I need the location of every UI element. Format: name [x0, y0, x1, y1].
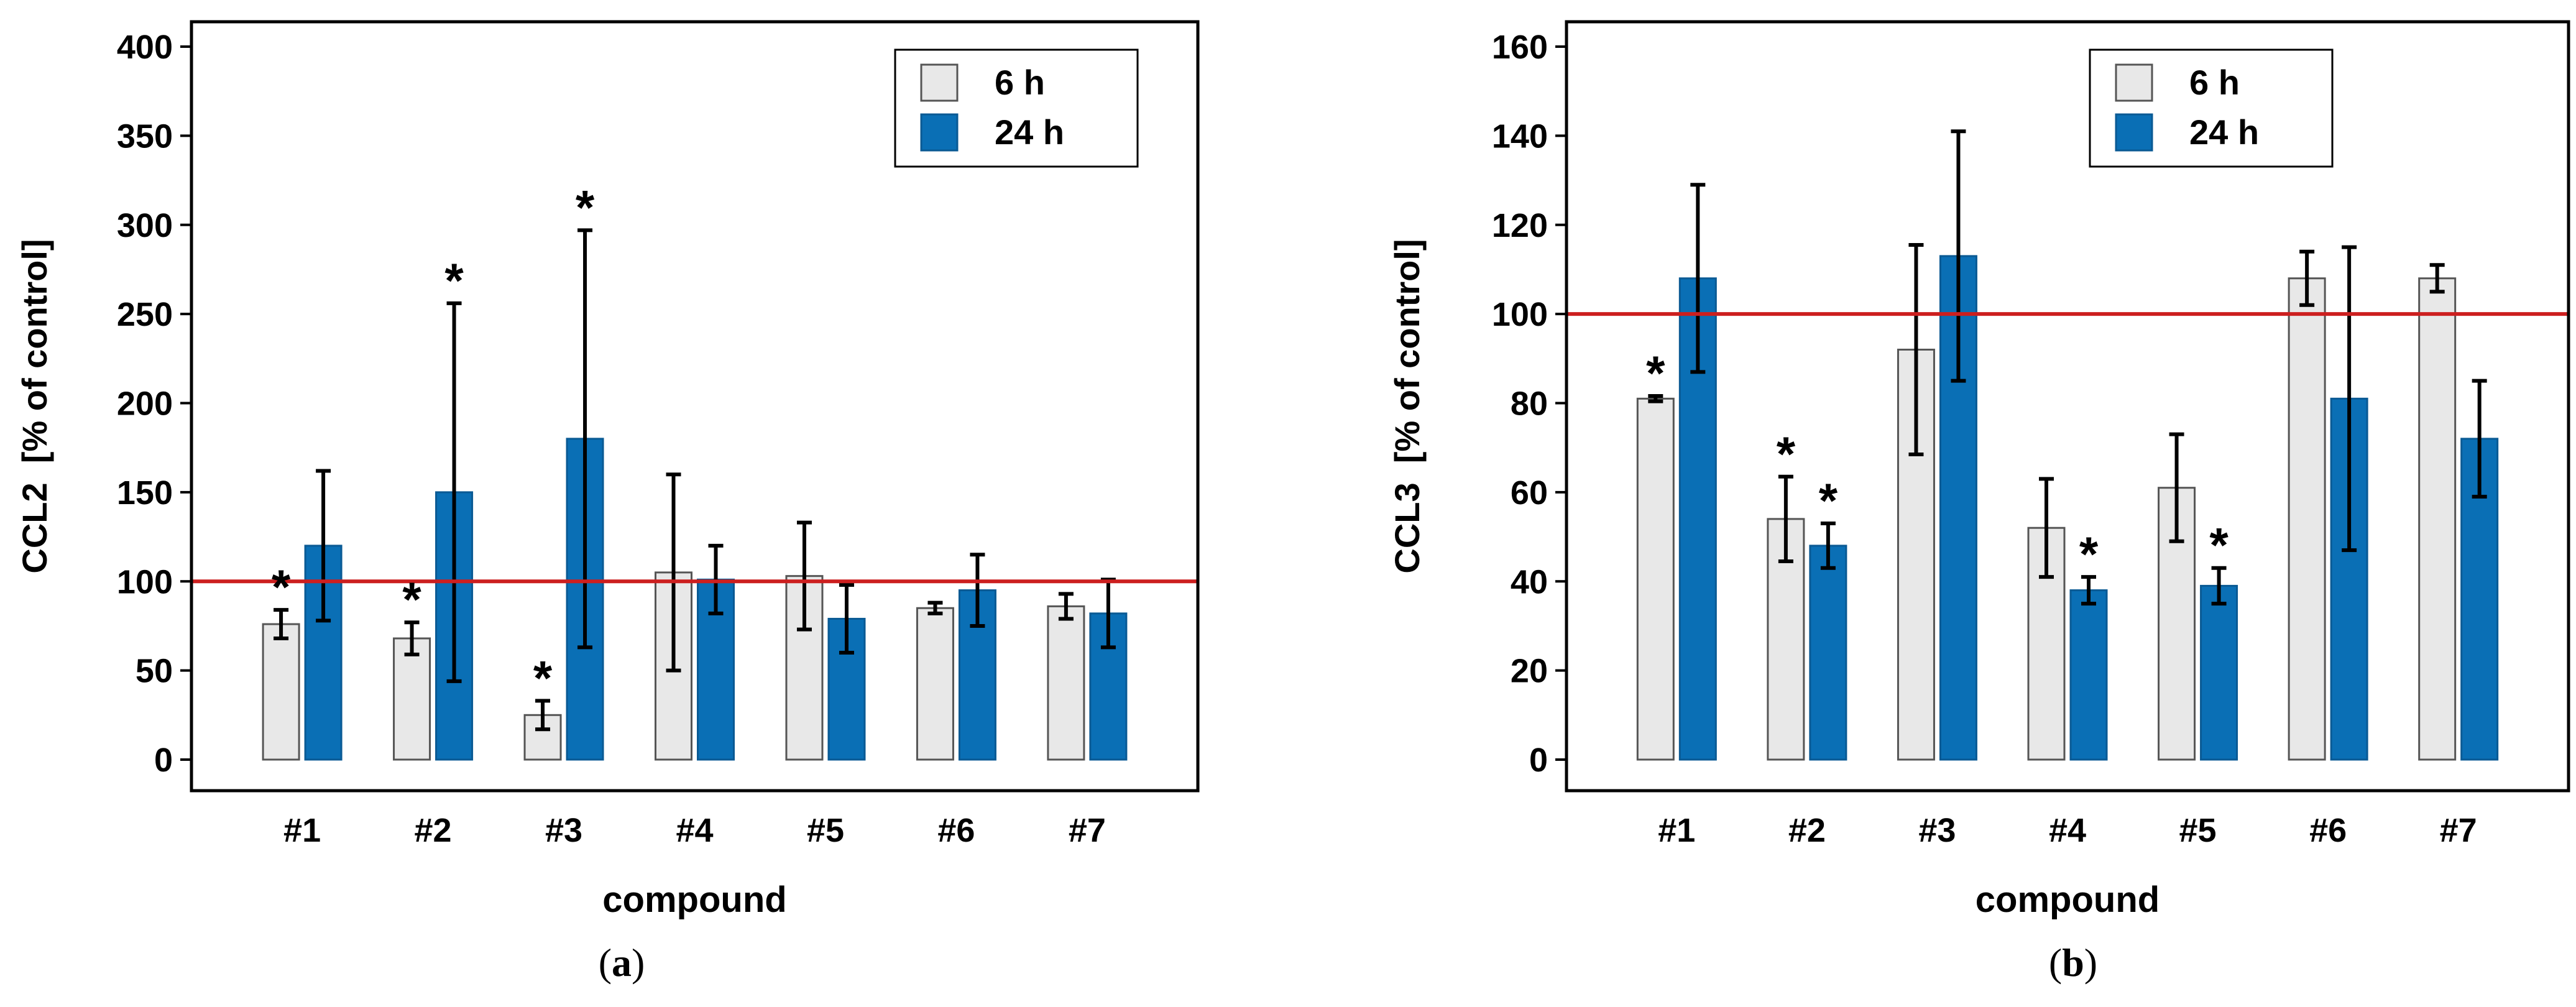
- x-tick-label: #3: [1918, 812, 1956, 849]
- significance-star: *: [2209, 518, 2229, 572]
- legend-label-6h: 6 h: [995, 63, 1045, 102]
- panel-label-b: (b): [2049, 940, 2097, 985]
- y-tick-label: 140: [1492, 117, 1548, 155]
- y-tick-label: 350: [117, 117, 173, 155]
- legend-swatch-6h: [2115, 63, 2153, 102]
- bar-6h-c1: [1636, 397, 1675, 761]
- bar-6h-c7: [2418, 277, 2457, 761]
- y-axis-label: CCL2 [% of control]: [15, 239, 54, 573]
- panel-label-a: (a): [599, 940, 645, 985]
- legend-swatch-24h: [920, 113, 959, 152]
- x-tick-label: #2: [415, 812, 452, 849]
- x-tick-label: #1: [283, 812, 321, 849]
- x-tick-label: #3: [545, 812, 582, 849]
- significance-star: *: [272, 559, 291, 614]
- x-tick-label: #6: [937, 812, 975, 849]
- y-tick-label: 0: [1529, 742, 1548, 779]
- bar-6h-c1: [262, 623, 300, 761]
- x-tick-label: #5: [2179, 812, 2217, 849]
- x-tick-label: #2: [1788, 812, 1826, 849]
- bar-6h-c2: [393, 637, 431, 761]
- plot-frame: [1565, 20, 2570, 793]
- bar-6h-c6: [2288, 277, 2326, 761]
- legend: 6 h 24 h: [2089, 48, 2334, 168]
- panel-letter: a: [612, 940, 632, 985]
- y-tick-label: 160: [1492, 29, 1548, 66]
- bar-24h-c2: [1809, 545, 1847, 761]
- significance-star: *: [444, 253, 464, 308]
- significance-star: *: [533, 650, 553, 705]
- y-tick-labels: 0 50 100 150 200 250 300 350 400: [117, 29, 173, 779]
- bar-6h-c6: [916, 607, 954, 761]
- y-axis-label: CCL3 [% of control]: [1387, 239, 1427, 573]
- legend-swatch-6h: [920, 63, 959, 102]
- bar-6h-c2: [1767, 518, 1805, 761]
- x-tick-labels: #1 #2 #3 #4 #5 #6 #7: [283, 812, 1106, 849]
- significance-markers: * * * * *: [272, 180, 595, 705]
- y-tick-label: 40: [1511, 563, 1548, 600]
- x-tick-label: #4: [2049, 812, 2086, 849]
- bars: [262, 438, 1128, 761]
- x-tick-label: #7: [2440, 812, 2477, 849]
- bars: [1636, 255, 2499, 761]
- bar-6h-c7: [1047, 605, 1085, 761]
- y-tick-label: 400: [117, 29, 173, 66]
- x-tick-label: #1: [1658, 812, 1695, 849]
- legend-swatch-24h: [2115, 113, 2153, 152]
- y-tick-label: 20: [1511, 653, 1548, 690]
- legend-label-24h: 24 h: [995, 113, 1064, 152]
- y-tick-label: 300: [117, 207, 173, 244]
- y-tick-label: 80: [1511, 385, 1548, 423]
- y-tick-label: 200: [117, 385, 173, 423]
- y-tick-label: 50: [136, 653, 173, 690]
- error-bars: [274, 228, 1116, 732]
- y-tick-label: 0: [154, 742, 173, 779]
- significance-star: *: [1777, 426, 1796, 481]
- bar-24h-c5: [2200, 584, 2238, 761]
- y-tick-label: 250: [117, 296, 173, 333]
- panel-paren-close: ): [2084, 940, 2097, 985]
- panel-paren-open: (: [2049, 940, 2062, 985]
- significance-star: *: [2079, 526, 2099, 581]
- chart-panel-a: 0 50 100 150 200 250 300 350 400 #1 #2 #…: [15, 20, 1200, 985]
- x-axis-label: compound: [602, 880, 786, 920]
- significance-star: *: [576, 180, 595, 234]
- panel-paren-close: ): [632, 940, 645, 985]
- significance-markers: * * * * *: [1646, 346, 2229, 581]
- legend-label-24h: 24 h: [2189, 113, 2259, 152]
- x-tick-label: #7: [1069, 812, 1106, 849]
- legend: 6 h 24 h: [894, 48, 1139, 168]
- chart-panel-b: 0 20 40 60 80 100 120 140 160 #1 #2 #3 #…: [1387, 20, 2570, 985]
- y-tick-label: 120: [1492, 207, 1548, 244]
- x-axis-label: compound: [1976, 880, 2160, 920]
- y-tick-label: 100: [117, 563, 173, 600]
- x-tick-label: #6: [2309, 812, 2347, 849]
- x-tick-label: #5: [807, 812, 844, 849]
- significance-star: *: [402, 572, 421, 627]
- significance-star: *: [1646, 346, 1665, 400]
- x-tick-label: #4: [676, 812, 713, 849]
- y-tick-marks: [1555, 45, 1566, 761]
- y-tick-label: 150: [117, 474, 173, 512]
- legend-label-6h: 6 h: [2189, 63, 2240, 102]
- y-tick-labels: 0 20 40 60 80 100 120 140 160: [1492, 29, 1548, 779]
- bar-24h-c4: [2069, 589, 2108, 761]
- plot-frame: [190, 20, 1200, 793]
- panel-letter: b: [2062, 940, 2084, 985]
- y-tick-label: 60: [1511, 474, 1548, 512]
- significance-star: *: [1819, 473, 1838, 528]
- y-tick-marks: [180, 45, 191, 761]
- panel-paren-open: (: [599, 940, 612, 985]
- error-bars: [1648, 129, 2487, 606]
- x-tick-labels: #1 #2 #3 #4 #5 #6 #7: [1658, 812, 2477, 849]
- y-tick-label: 100: [1492, 296, 1548, 333]
